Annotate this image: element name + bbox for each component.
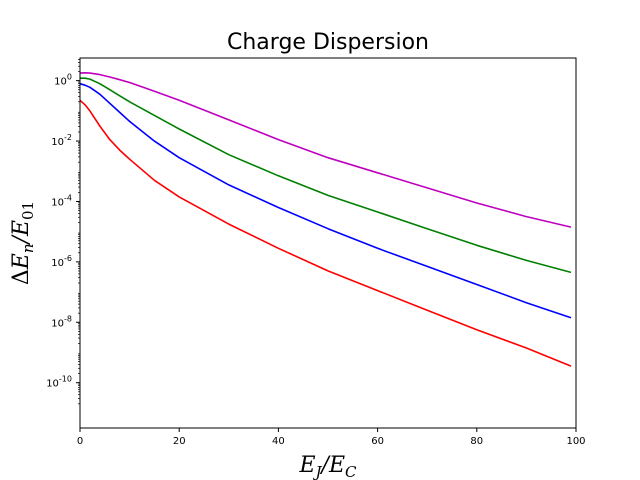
x-tick-label: 0 bbox=[77, 436, 83, 447]
y-tick-label: 10-2 bbox=[51, 133, 72, 148]
y-tick-label: 10-6 bbox=[51, 254, 72, 269]
x-tick-label: 20 bbox=[173, 436, 186, 447]
y-axis-ticks: 100 10-2 10-4 10-6 10-8 10-10 bbox=[46, 59, 80, 405]
x-tick-label: 80 bbox=[470, 436, 483, 447]
series-layer bbox=[79, 72, 572, 367]
y-tick-label: 100 bbox=[54, 73, 72, 88]
series-line-2 bbox=[79, 82, 572, 319]
series-line-4 bbox=[79, 72, 572, 228]
series-line-3 bbox=[80, 77, 572, 274]
x-tick-label: 40 bbox=[272, 436, 285, 447]
y-tick-label: 10-8 bbox=[51, 314, 72, 329]
y-tick-label: 10-4 bbox=[51, 193, 72, 208]
x-axis-ticks: 0 20 40 60 80 100 bbox=[77, 428, 586, 447]
x-tick-label: 60 bbox=[371, 436, 384, 447]
series-line-1 bbox=[79, 99, 572, 367]
x-tick-label: 100 bbox=[566, 436, 585, 447]
plot-frame bbox=[79, 57, 577, 429]
y-tick-label: 10-10 bbox=[46, 375, 72, 390]
chart-title: Charge Dispersion bbox=[227, 30, 429, 55]
